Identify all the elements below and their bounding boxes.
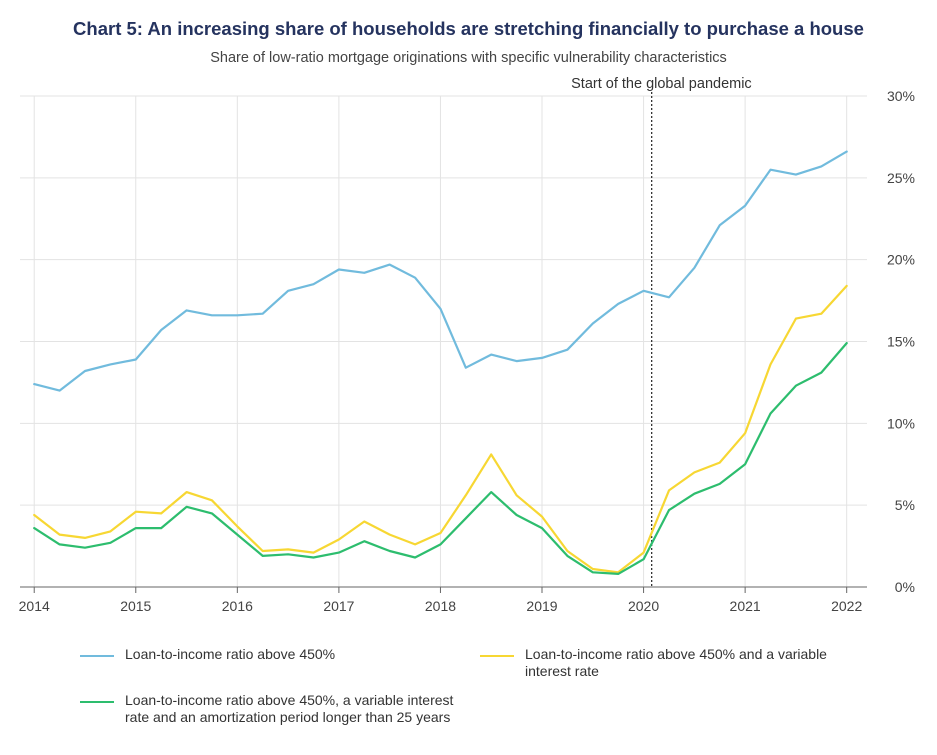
- y-tick-label: 25%: [887, 170, 915, 186]
- series-line-1: [33, 284, 848, 574]
- y-tick-label: 10%: [887, 415, 915, 431]
- x-tick-label: 2014: [19, 598, 50, 614]
- legend-swatch-0: [80, 655, 114, 657]
- legend-label-2: Loan-to-income ratio above 450%, a varia…: [125, 692, 454, 725]
- series-line-2: [33, 342, 848, 575]
- legend-swatch-1: [480, 655, 514, 657]
- y-tick-label: 5%: [895, 497, 915, 513]
- x-tick-label: 2022: [831, 598, 862, 614]
- legend-item-2: Loan-to-income ratio above 450%, a varia…: [80, 692, 500, 726]
- legend-label-1: Loan-to-income ratio above 450% and a va…: [525, 646, 827, 679]
- x-tick-label: 2019: [526, 598, 557, 614]
- chart-title: Chart 5: An increasing share of househol…: [73, 18, 864, 39]
- x-tick-label: 2016: [222, 598, 253, 614]
- y-tick-label: 20%: [887, 252, 915, 268]
- line-chart: 0% 5% 10% 15% 20% 25% 30% 2014 2015 2016 2017 2018 2…: [19, 76, 915, 614]
- pandemic-annotation-label: Start of the global pandemic: [571, 76, 752, 92]
- chart-subtitle: Share of low-ratio mortgage originations…: [210, 50, 727, 66]
- legend-item-0: Loan-to-income ratio above 450%: [80, 646, 480, 663]
- y-tick-label: 0%: [895, 579, 915, 595]
- legend-label-0: Loan-to-income ratio above 450%: [125, 646, 336, 662]
- series-line-0: [33, 150, 848, 392]
- y-tick-label: 15%: [887, 334, 915, 350]
- x-tick-label: 2021: [730, 598, 761, 614]
- legend-swatch-2: [80, 701, 114, 703]
- x-tick-label: 2018: [425, 598, 456, 614]
- legend-item-1: Loan-to-income ratio above 450% and a va…: [480, 646, 900, 680]
- x-tick-label: 2017: [323, 598, 354, 614]
- x-tick-label: 2015: [120, 598, 151, 614]
- x-tick-label: 2020: [628, 598, 659, 614]
- y-tick-label: 30%: [887, 88, 915, 104]
